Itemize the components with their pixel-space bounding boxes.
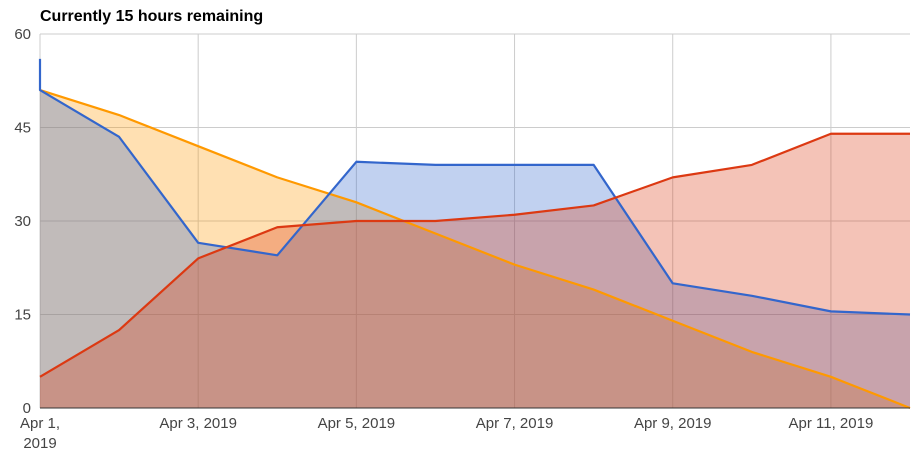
tick-labels: 0 15 30 45 60 Apr 1, 2019 Apr 3, 2019 Apr 5, 201… (14, 26, 873, 452)
series-line-3 (39, 132, 910, 378)
y-tick-label: 30 (14, 213, 31, 230)
grid-lines (39, 33, 910, 408)
chart-title: Currently 15 hours remaining (40, 8, 264, 25)
series-area-3 (40, 133, 910, 408)
series-areas (40, 58, 910, 408)
x-tick-label: Apr 5, 2019 (318, 415, 396, 432)
x-tick-label: Apr 1, (20, 415, 60, 432)
x-tick-label: Apr 3, 2019 (159, 415, 237, 432)
y-tick-label: 15 (14, 307, 31, 324)
series-area-2 (40, 58, 910, 408)
y-tick-label: 60 (14, 26, 31, 43)
series-line-2 (38, 58, 911, 316)
x-tick-label: Apr 11, 2019 (789, 415, 874, 432)
x-tick-label: Apr 9, 2019 (634, 415, 712, 432)
y-tick-label: 45 (14, 120, 31, 137)
series-line-1 (39, 89, 911, 410)
y-tick-label: 0 (23, 400, 31, 417)
x-tick-label: Apr 7, 2019 (476, 415, 554, 432)
x-tick-label: 2019 (23, 435, 56, 452)
series-lines (38, 58, 911, 410)
